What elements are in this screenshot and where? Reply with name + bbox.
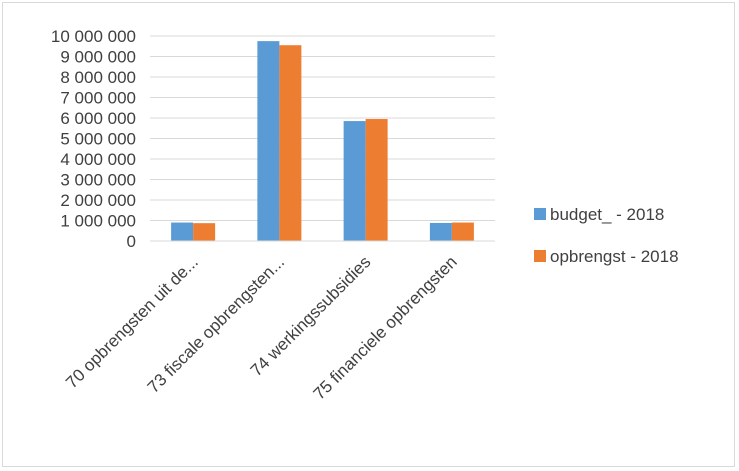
bar-opbrengst-2 xyxy=(365,119,388,241)
y-tick-label: 0 xyxy=(127,232,136,251)
y-tick-label: 5 000 000 xyxy=(60,130,136,149)
y-tick-label: 9 000 000 xyxy=(60,48,136,67)
bar-opbrengst-0 xyxy=(193,223,216,241)
y-tick-label: 1 000 000 xyxy=(60,212,136,231)
legend-swatch xyxy=(534,208,546,220)
bars xyxy=(171,41,474,241)
bar-budget-2 xyxy=(343,121,366,241)
y-tick-label: 10 000 000 xyxy=(51,27,136,46)
bar-budget-3 xyxy=(429,222,452,241)
legend: budget_ - 2018 opbrengst - 2018 xyxy=(534,205,679,266)
bar-opbrengst-1 xyxy=(279,45,302,241)
y-tick-label: 4 000 000 xyxy=(60,150,136,169)
bar-budget-1 xyxy=(257,41,280,241)
y-tick-label: 7 000 000 xyxy=(60,89,136,108)
bar-opbrengst-3 xyxy=(451,222,474,241)
y-tick-label: 8 000 000 xyxy=(60,68,136,87)
y-tick-label: 2 000 000 xyxy=(60,191,136,210)
x-category-label: 73 fiscale opbrengsten... xyxy=(144,252,288,396)
legend-label: opbrengst - 2018 xyxy=(550,247,679,266)
y-tick-label: 3 000 000 xyxy=(60,171,136,190)
y-tick-label: 6 000 000 xyxy=(60,109,136,128)
gridlines xyxy=(150,35,495,221)
legend-swatch xyxy=(534,250,546,262)
x-category-label: 75 financiele opbrengsten xyxy=(310,252,461,403)
x-axis-labels: 70 opbrengsten uit de...73 fiscale opbre… xyxy=(62,252,461,403)
legend-label: budget_ - 2018 xyxy=(550,205,664,224)
bar-budget-0 xyxy=(171,222,194,241)
